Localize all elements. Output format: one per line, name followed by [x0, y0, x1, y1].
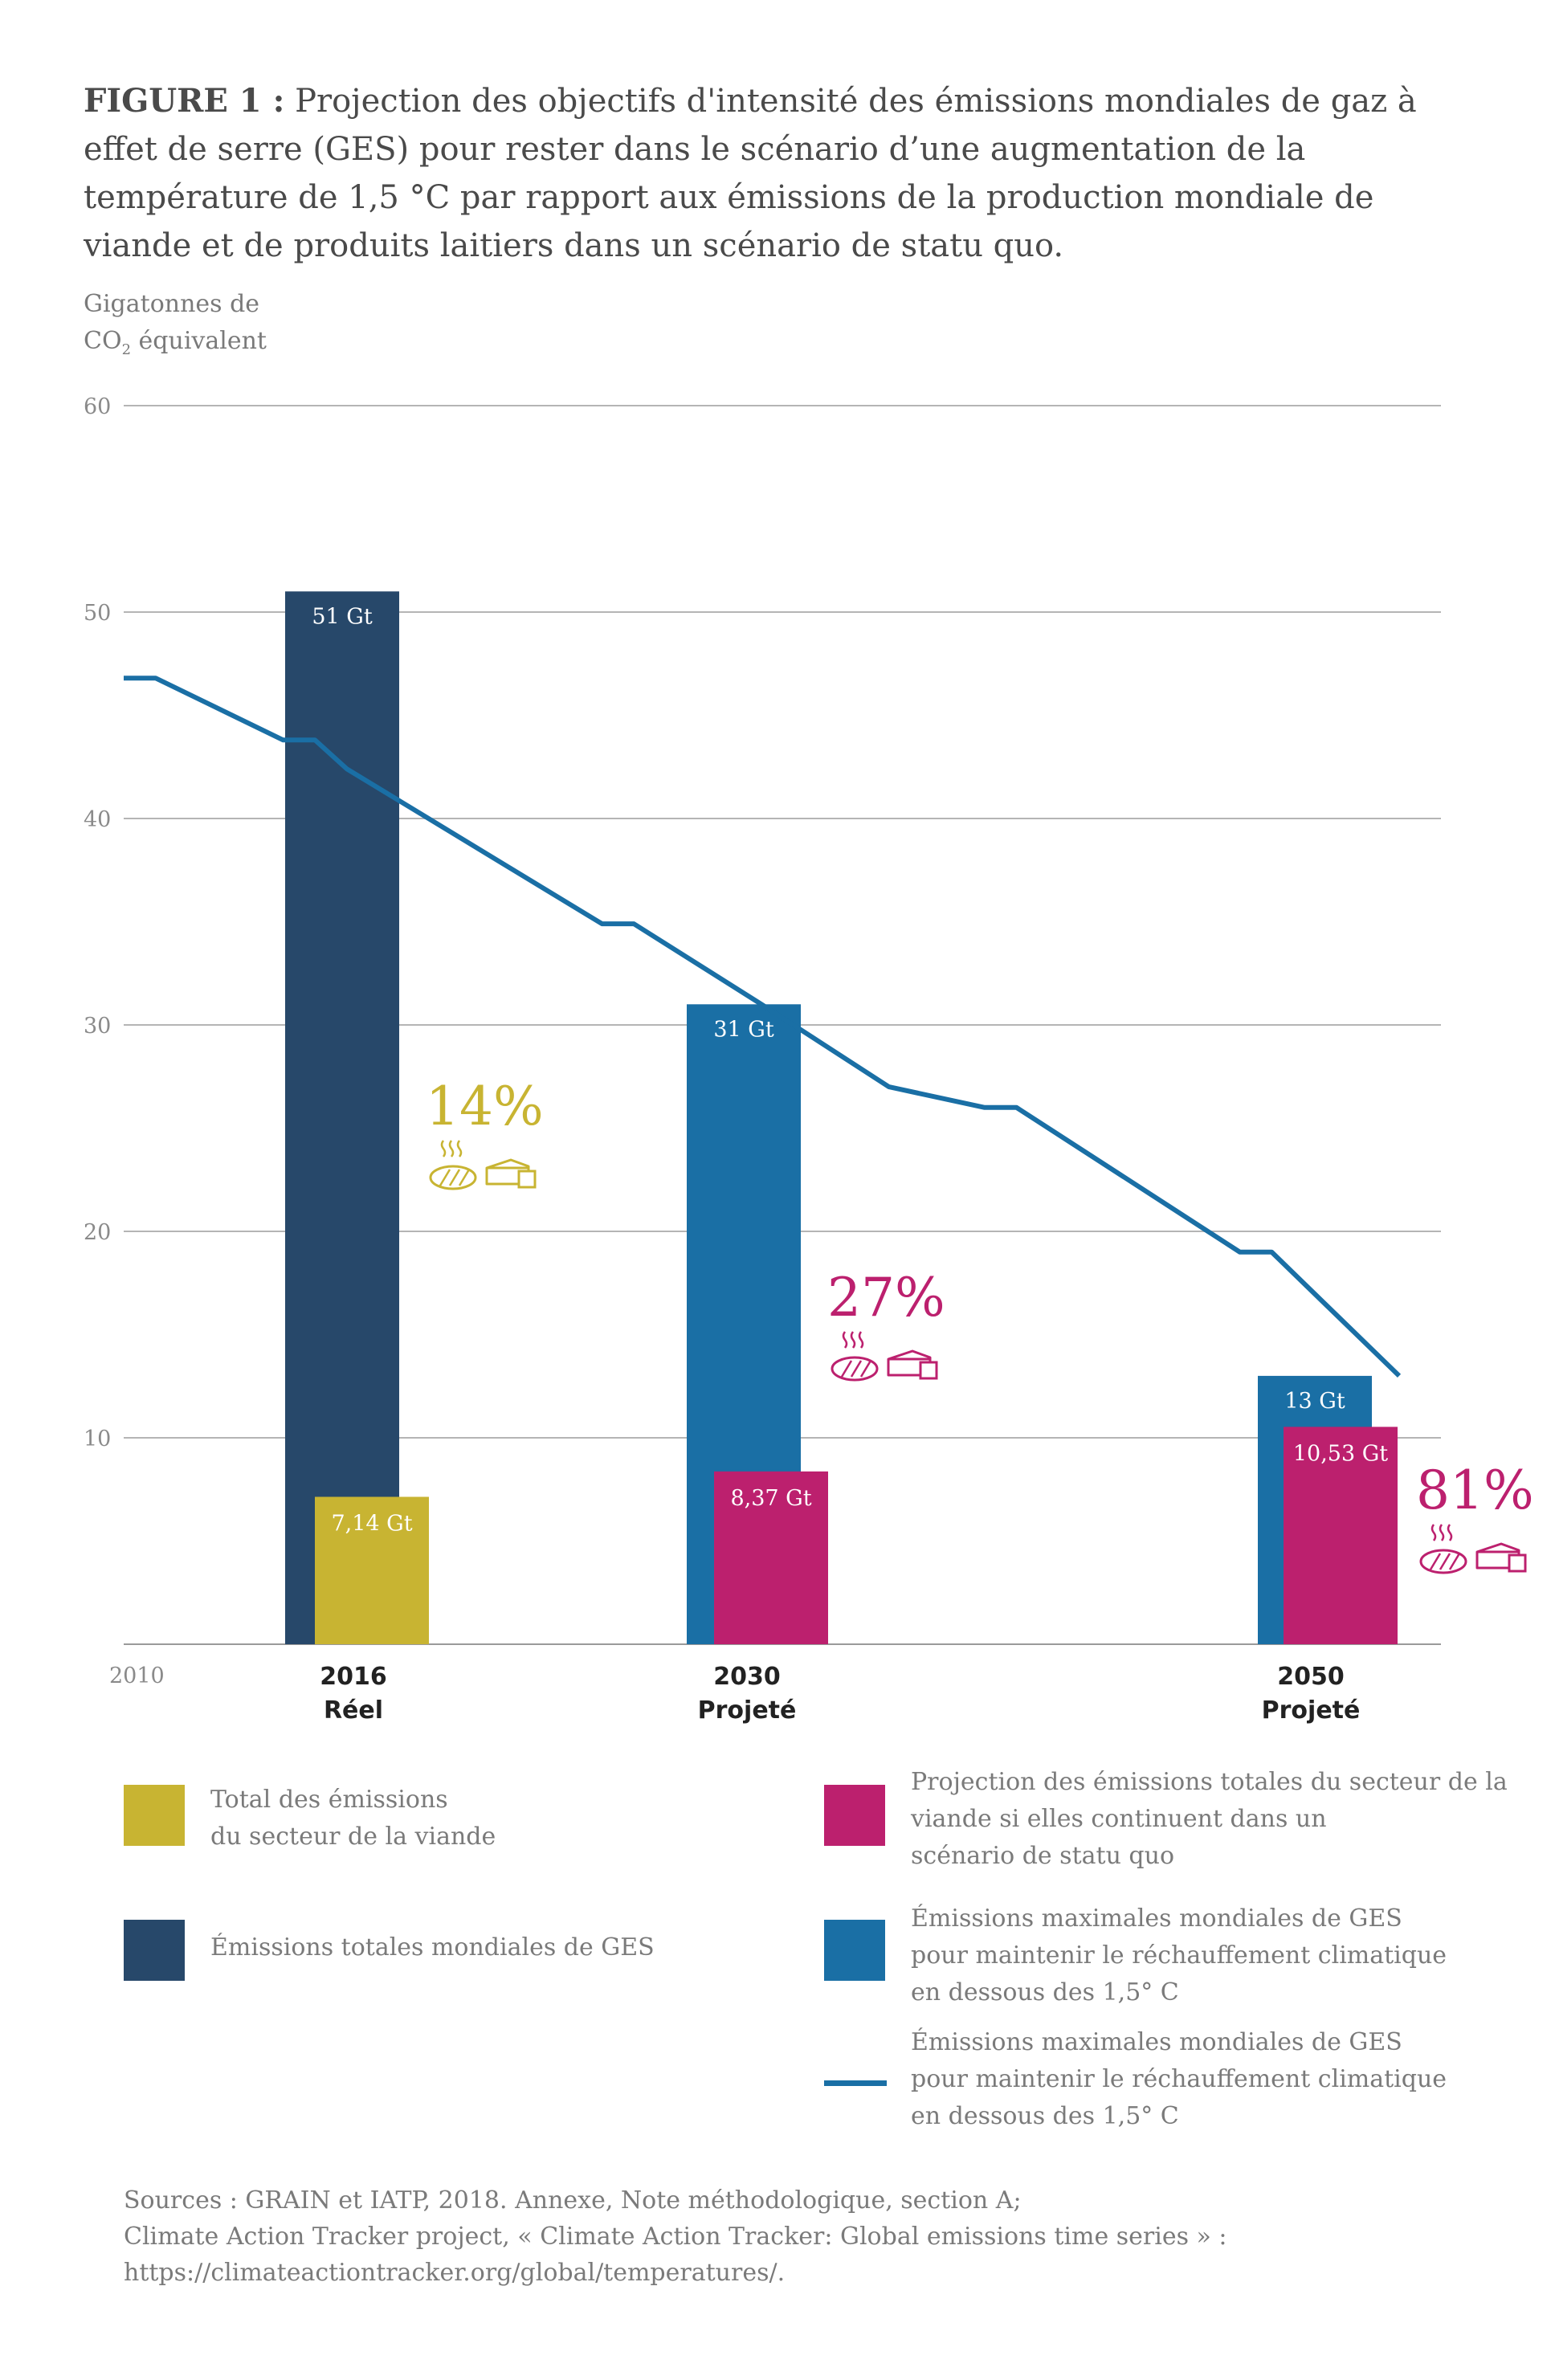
steak-icon [831, 1356, 879, 1382]
steak-grill-mark [1448, 1553, 1461, 1570]
cheese-block-icon [1508, 1553, 1527, 1573]
y-tick-label: 10 [84, 1427, 111, 1451]
steam-icon [440, 1140, 447, 1157]
y-tick-label: 30 [84, 1014, 111, 1039]
cheese-block-icon [919, 1361, 938, 1380]
steam-icon [1439, 1524, 1445, 1541]
figure-title-text: Projection des objectifs d'intensité des… [84, 83, 1417, 264]
steak-grill-mark [458, 1169, 471, 1186]
legend-line-text: Projection des émissions totales du sect… [911, 1768, 1508, 1796]
y-axis-unit: Gigatonnes de CO2 équivalent [84, 286, 267, 369]
legend-swatch-meat-total [124, 1785, 185, 1846]
share-percentage: 27% [827, 1267, 945, 1329]
steak-icon [1419, 1549, 1467, 1574]
share-percentage: 14% [426, 1076, 544, 1137]
steak-grill-mark [439, 1169, 451, 1186]
y-tick-label: 20 [84, 1220, 111, 1245]
steak-grill-mark [859, 1360, 872, 1378]
steam-icon [1431, 1524, 1437, 1541]
steak-grill-mark [1439, 1553, 1451, 1570]
legend-line-text: Total des émissions [210, 1786, 448, 1814]
legend-line-text: Émissions totales mondiales de GES [210, 1933, 655, 1962]
legend-line-text: en dessous des 1,5° C [911, 2102, 1179, 2130]
x-category-year: 2050 [1277, 1663, 1345, 1691]
sources-line: https://climateactiontracker.org/global/… [124, 2259, 786, 2287]
y-axis-unit-line2: CO2 équivalent [84, 323, 267, 369]
x-category-sub: Projeté [698, 1696, 797, 1725]
legend-swatch-global-total [124, 1920, 185, 1981]
legend-text-max-bar: Émissions maximales mondiales de GES pou… [911, 1900, 1537, 2011]
bar-value-label: 7,14 Gt [331, 1512, 412, 1537]
legend-line-max [824, 2080, 887, 2086]
x-tick-label-start: 2010 [109, 1664, 165, 1688]
y-tick-label: 60 [84, 394, 111, 419]
steam-icon [842, 1331, 848, 1349]
y-tick-label: 40 [84, 807, 111, 832]
steak-grill-mark [448, 1169, 461, 1186]
legend-swatch-meat-projection [824, 1785, 885, 1846]
steak-grill-mark [1429, 1553, 1442, 1570]
legend-line-text: en dessous des 1,5° C [911, 1978, 1179, 2006]
unit-co: CO [84, 327, 122, 355]
sources: Sources : GRAIN et IATP, 2018. Annexe, N… [124, 2182, 1489, 2291]
x-category-year: 2030 [713, 1663, 781, 1691]
figure-label: FIGURE 1 : [84, 82, 285, 120]
legend-text-max-line: Émissions maximales mondiales de GES pou… [911, 2024, 1537, 2135]
legend-line-text: du secteur de la viande [210, 1823, 496, 1851]
legend-line-text: Émissions maximales mondiales de GES [911, 2028, 1402, 2056]
unit-subscript: 2 [121, 341, 132, 358]
bar-meat-projection [714, 1471, 828, 1644]
steam-icon [456, 1140, 463, 1157]
figure-title: FIGURE 1 : Projection des objectifs d'in… [84, 77, 1449, 270]
steak-grill-mark [850, 1360, 863, 1378]
unit-suffix: équivalent [131, 327, 267, 355]
bar-meat-projection [1284, 1427, 1398, 1644]
bar-value-label: 51 Gt [312, 604, 373, 629]
bar-value-label: 10,53 Gt [1293, 1441, 1388, 1466]
bar-meat-total [315, 1496, 429, 1644]
legend-text-global-total: Émissions totales mondiales de GES [210, 1929, 773, 1966]
y-axis-unit-line1: Gigatonnes de [84, 290, 260, 318]
sources-line: Climate Action Tracker project, « Climat… [124, 2223, 1227, 2251]
bar-value-label: 31 Gt [713, 1017, 774, 1042]
legend-line-text: scénario de statu quo [911, 1842, 1175, 1870]
bar-value-label: 8,37 Gt [730, 1486, 811, 1511]
legend-line-text: pour maintenir le réchauffement climatiq… [911, 2065, 1447, 2093]
y-tick-label: 50 [84, 601, 111, 626]
cheese-block-icon [517, 1170, 537, 1189]
legend-line-text: Émissions maximales mondiales de GES [911, 1904, 1402, 1933]
bar-value-label: 13 Gt [1284, 1389, 1345, 1414]
share-percentage: 81% [1416, 1459, 1534, 1521]
bar-global-total [285, 591, 399, 1644]
legend-line-text: pour maintenir le réchauffement climatiq… [911, 1941, 1447, 1970]
steak-icon [429, 1165, 477, 1190]
steam-icon [858, 1331, 864, 1349]
steam-icon [1447, 1524, 1453, 1541]
steak-grill-mark [840, 1360, 853, 1378]
legend-swatch-max-bar [824, 1920, 885, 1981]
max-emissions-line [124, 676, 1402, 1378]
legend-line-text: viande si elles continuent dans un [911, 1805, 1327, 1833]
steam-icon [850, 1331, 856, 1349]
x-category-sub: Projeté [1262, 1696, 1361, 1725]
legend-text-meat-total: Total des émissions du secteur de la via… [210, 1782, 612, 1855]
steam-icon [448, 1140, 455, 1157]
x-category-year: 2016 [320, 1663, 387, 1691]
legend-text-meat-projection: Projection des émissions totales du sect… [911, 1764, 1537, 1875]
sources-line: Sources : GRAIN et IATP, 2018. Annexe, N… [124, 2186, 1022, 2215]
x-category-sub: Réel [324, 1696, 383, 1725]
